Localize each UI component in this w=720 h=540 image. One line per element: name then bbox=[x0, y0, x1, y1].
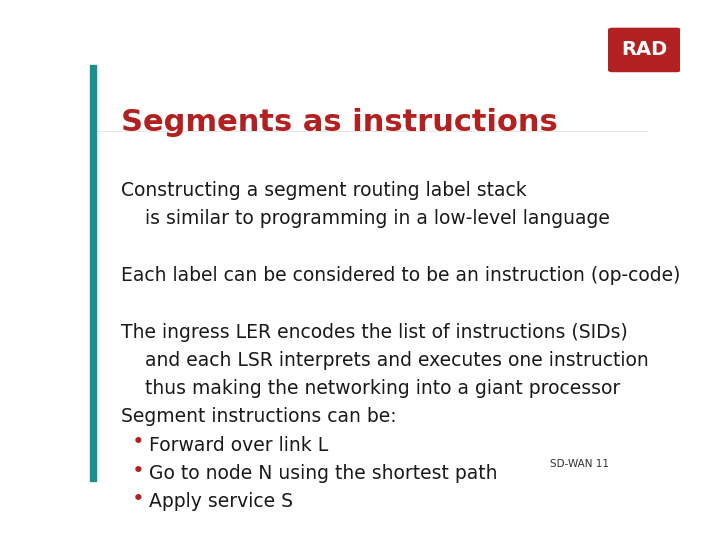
Text: and each LSR interprets and executes one instruction: and each LSR interprets and executes one… bbox=[121, 351, 649, 370]
Text: Segments as instructions: Segments as instructions bbox=[121, 109, 557, 138]
Text: •: • bbox=[132, 461, 145, 481]
Text: Each label can be considered to be an instruction (op-code): Each label can be considered to be an in… bbox=[121, 266, 680, 285]
Text: Apply service S: Apply service S bbox=[148, 492, 292, 511]
Text: RAD: RAD bbox=[621, 40, 667, 59]
Text: Constructing a segment routing label stack: Constructing a segment routing label sta… bbox=[121, 181, 526, 200]
Text: SD-WAN 11: SD-WAN 11 bbox=[550, 459, 609, 469]
Text: •: • bbox=[132, 489, 145, 509]
Text: Go to node N using the shortest path: Go to node N using the shortest path bbox=[148, 464, 497, 483]
Text: •: • bbox=[132, 433, 145, 453]
Text: The ingress LER encodes the list of instructions (SIDs): The ingress LER encodes the list of inst… bbox=[121, 322, 627, 342]
Text: Segment instructions can be:: Segment instructions can be: bbox=[121, 407, 396, 427]
Bar bbox=[90, 65, 96, 481]
FancyBboxPatch shape bbox=[608, 29, 680, 71]
Text: Forward over link L: Forward over link L bbox=[148, 436, 328, 455]
Text: is similar to programming in a low-level language: is similar to programming in a low-level… bbox=[121, 210, 610, 228]
Text: thus making the networking into a giant processor: thus making the networking into a giant … bbox=[121, 379, 620, 398]
